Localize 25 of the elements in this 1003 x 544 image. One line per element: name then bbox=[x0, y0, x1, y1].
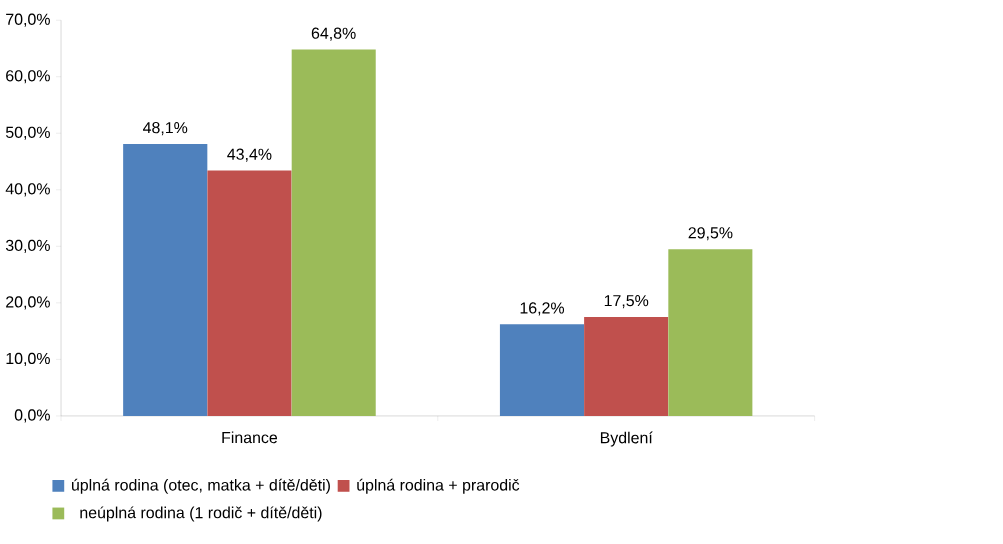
bar bbox=[499, 324, 585, 416]
data-label: 48,1% bbox=[143, 122, 188, 136]
legend-label: úplná rodina + prarodič bbox=[357, 478, 520, 494]
data-label: 43,4% bbox=[227, 148, 272, 162]
y-tick-label: 30,0% bbox=[5, 239, 50, 253]
y-tick-label: 40,0% bbox=[5, 183, 50, 197]
bar bbox=[207, 170, 292, 416]
bar bbox=[584, 317, 669, 416]
data-label: 29,5% bbox=[688, 227, 733, 241]
data-label: 17,5% bbox=[604, 295, 649, 309]
data-label: 64,8% bbox=[311, 27, 356, 41]
bar bbox=[291, 49, 376, 416]
y-tick-label: 60,0% bbox=[6, 70, 50, 84]
x-tick-label: Bydlení bbox=[600, 431, 653, 447]
y-tick-label: 50,0% bbox=[5, 126, 50, 140]
bar bbox=[123, 144, 208, 416]
bar bbox=[668, 249, 753, 416]
legend-label: úplná rodina (otec, matka + dítě/děti) bbox=[72, 478, 330, 494]
y-tick-label: 70,0% bbox=[6, 13, 50, 27]
legend-label: neúplná rodina (1 rodič + dítě/děti) bbox=[80, 506, 322, 522]
y-tick-label: 0,0% bbox=[14, 409, 50, 423]
y-tick-label: 20,0% bbox=[6, 296, 50, 310]
x-tick-label: Finance bbox=[222, 431, 278, 444]
data-label: 16,2% bbox=[520, 302, 565, 316]
y-tick-label: 10,0% bbox=[6, 352, 50, 367]
